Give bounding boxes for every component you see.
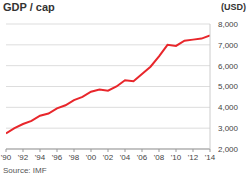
html-text:Source: IMF: Source: IMF bbox=[3, 166, 47, 175]
svg-text:3,000: 3,000 bbox=[218, 124, 239, 133]
svg-text:'04: '04 bbox=[120, 153, 131, 162]
svg-text:'98: '98 bbox=[69, 153, 80, 162]
svg-text:2,000: 2,000 bbox=[218, 145, 239, 154]
svg-text:'96: '96 bbox=[52, 153, 63, 162]
svg-text:'14: '14 bbox=[205, 153, 216, 162]
svg-text:8,000: 8,000 bbox=[218, 20, 239, 29]
svg-text:'02: '02 bbox=[103, 153, 114, 162]
svg-text:6,000: 6,000 bbox=[218, 62, 239, 71]
html-text:GDP / cap: GDP / cap bbox=[3, 1, 55, 13]
svg-text:'94: '94 bbox=[35, 153, 46, 162]
svg-text:'00: '00 bbox=[86, 153, 97, 162]
svg-text:'10: '10 bbox=[171, 153, 182, 162]
svg-text:7,000: 7,000 bbox=[218, 41, 239, 50]
html-text:(USD): (USD) bbox=[221, 2, 246, 12]
svg-text:'06: '06 bbox=[137, 153, 148, 162]
svg-text:'08: '08 bbox=[154, 153, 165, 162]
svg-text:'92: '92 bbox=[18, 153, 29, 162]
svg-text:'90: '90 bbox=[8, 153, 12, 162]
svg-text:5,000: 5,000 bbox=[218, 82, 239, 91]
svg-text:'12: '12 bbox=[188, 153, 199, 162]
svg-text:4,000: 4,000 bbox=[218, 103, 239, 112]
